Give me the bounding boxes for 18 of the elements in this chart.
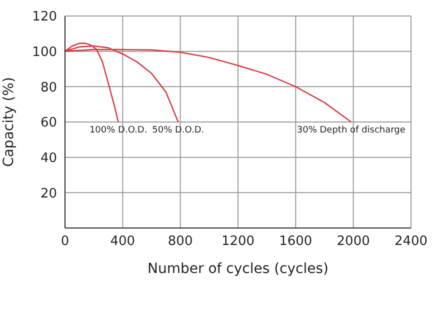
x-tick-label: 400	[110, 234, 136, 250]
y-tick-label: 40	[40, 150, 57, 166]
annotation: 50% D.O.D.	[152, 125, 204, 136]
y-axis-title: Capacity (%)	[0, 77, 17, 167]
annotation: 100% D.O.D.	[89, 125, 148, 136]
x-tick-label: 0	[60, 234, 70, 250]
annotation: 30% Depth of discharge	[296, 125, 406, 136]
x-tick-label: 1600	[279, 234, 312, 250]
x-axis-title: Number of cycles (cycles)	[148, 261, 328, 277]
y-tick-label: 80	[40, 80, 57, 96]
y-tick-label: 60	[40, 116, 57, 131]
x-tick-label: 800	[168, 234, 193, 250]
y-tick-label: 100	[32, 44, 57, 60]
y-tick-label: 120	[32, 10, 57, 25]
x-tick-label: 2000	[336, 234, 370, 250]
x-tick-label: 2400	[394, 234, 428, 250]
y-tick-label: 20	[40, 186, 57, 202]
x-tick-label: 1200	[221, 234, 255, 250]
